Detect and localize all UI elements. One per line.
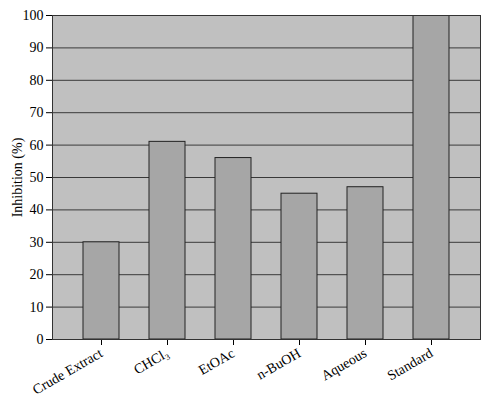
svg-text:n-BuOH: n-BuOH xyxy=(254,345,303,382)
svg-text:30: 30 xyxy=(30,235,44,250)
svg-text:10: 10 xyxy=(30,300,44,315)
svg-text:100: 100 xyxy=(23,8,44,23)
svg-text:Inhibition (%): Inhibition (%) xyxy=(10,137,26,217)
svg-text:0: 0 xyxy=(37,332,44,347)
svg-text:EtOAc: EtOAc xyxy=(196,345,237,377)
svg-text:50: 50 xyxy=(30,170,44,185)
svg-text:40: 40 xyxy=(30,202,44,217)
svg-text:80: 80 xyxy=(30,73,44,88)
svg-text:Crude Extract: Crude Extract xyxy=(30,345,105,397)
svg-text:60: 60 xyxy=(30,138,44,153)
svg-text:90: 90 xyxy=(30,40,44,55)
svg-text:CHCl₃: CHCl₃ xyxy=(131,345,171,377)
svg-text:70: 70 xyxy=(30,105,44,120)
svg-text:Standard: Standard xyxy=(385,345,436,383)
svg-text:Aqueous: Aqueous xyxy=(319,345,370,383)
svg-text:20: 20 xyxy=(30,267,44,282)
